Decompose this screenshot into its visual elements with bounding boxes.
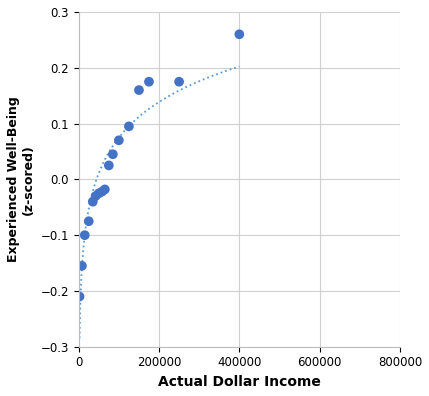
Point xyxy=(85,218,92,225)
Point xyxy=(125,123,132,129)
Y-axis label: Experienced Well-Being
(z-scored): Experienced Well-Being (z-scored) xyxy=(7,97,35,262)
Point xyxy=(95,190,102,196)
Point xyxy=(99,188,106,195)
Point xyxy=(145,78,152,85)
Point xyxy=(82,232,88,238)
Point xyxy=(175,78,182,85)
Point xyxy=(115,137,122,143)
Point xyxy=(106,162,112,169)
Point xyxy=(236,31,243,38)
Point xyxy=(101,186,108,192)
Point xyxy=(76,293,83,300)
Point xyxy=(92,193,99,199)
Point xyxy=(109,151,116,158)
Point xyxy=(136,87,142,93)
Point xyxy=(89,198,96,205)
X-axis label: Actual Dollar Income: Actual Dollar Income xyxy=(158,375,321,389)
Point xyxy=(79,263,85,269)
